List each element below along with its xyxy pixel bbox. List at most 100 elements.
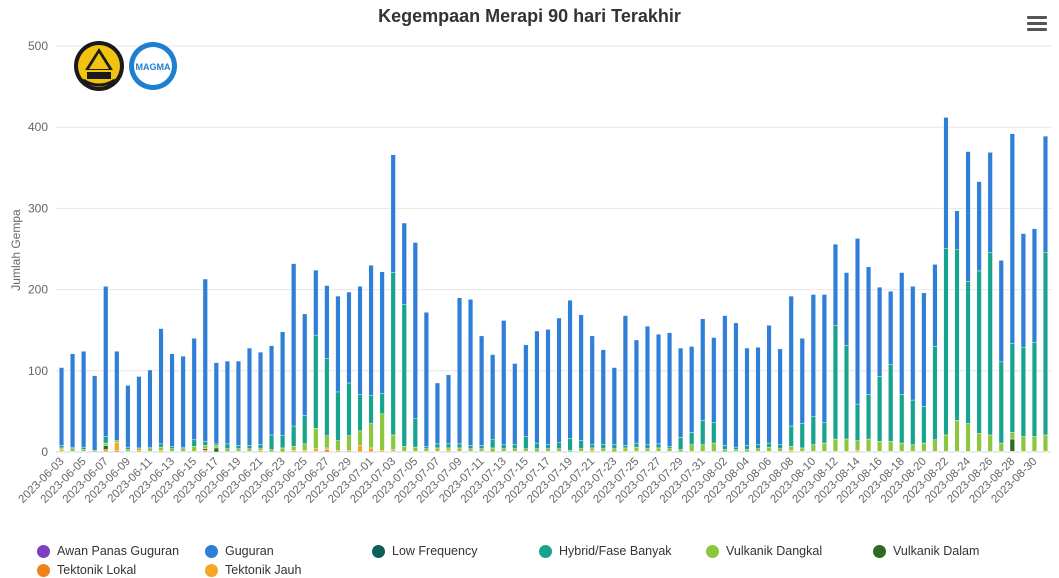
bar-segment — [545, 448, 551, 452]
bar-segment — [855, 440, 861, 451]
bar-segment — [357, 430, 363, 446]
bar-segment — [1020, 233, 1026, 348]
bar-segment — [578, 314, 584, 441]
bar-segment — [468, 448, 474, 452]
bar-segment — [998, 442, 1004, 452]
bar-segment — [534, 442, 540, 449]
bar-segment — [81, 449, 87, 452]
legend-item[interactable]: Tektonik Jauh — [205, 563, 301, 577]
bar-segment — [70, 353, 76, 448]
bar-segment — [59, 445, 65, 449]
legend-marker — [205, 563, 218, 577]
bar-segment — [788, 295, 794, 427]
bar-segment — [1020, 436, 1026, 452]
bar-segment — [667, 446, 673, 449]
bar-segment — [843, 345, 849, 440]
bar-segment — [589, 447, 595, 451]
bar-segment — [390, 449, 396, 452]
bar-segment — [335, 440, 341, 451]
bar-segment — [656, 447, 662, 452]
bar-segment — [125, 446, 131, 450]
legend-item[interactable]: Hybrid/Fase Banyak — [539, 544, 672, 558]
bar-segment — [722, 315, 728, 446]
legend-label: Vulkanik Dalam — [893, 544, 980, 558]
bar-segment — [711, 422, 717, 444]
bar-segment — [1031, 228, 1037, 343]
bar-segment — [910, 399, 916, 445]
bar-segment — [335, 450, 341, 453]
bar-segment — [1020, 347, 1026, 437]
bar-segment — [921, 406, 927, 444]
bar-segment — [810, 416, 816, 445]
bar-segment — [523, 436, 529, 449]
bar-segment — [534, 448, 540, 453]
bar-segment — [799, 338, 805, 424]
bar-segment — [59, 367, 65, 446]
legend-item[interactable]: Vulkanik Dangkal — [706, 544, 822, 558]
bar-segment — [755, 448, 761, 452]
bar-segment — [777, 348, 783, 445]
bar-segment — [799, 423, 805, 449]
bar-segment — [136, 450, 142, 453]
bar-segment — [103, 286, 109, 437]
legend-item[interactable]: Low Frequency — [372, 544, 477, 558]
chart-title: Kegempaan Merapi 90 hari Terakhir — [378, 6, 681, 26]
bar-segment — [423, 448, 429, 452]
legend-marker — [205, 544, 218, 558]
legend-label: Hybrid/Fase Banyak — [559, 544, 672, 558]
y-tick-label: 100 — [28, 364, 48, 378]
bar-segment — [213, 445, 219, 449]
bar-segment — [556, 317, 562, 443]
bar-segment — [224, 443, 230, 449]
bar-segment — [943, 247, 949, 436]
bar-segment — [611, 448, 617, 453]
bar-segment — [114, 351, 120, 441]
bar-segment — [556, 448, 562, 452]
bar-segment — [302, 313, 308, 416]
bar-segment — [445, 374, 451, 445]
bar-segment — [280, 331, 286, 436]
bar-segment — [423, 446, 429, 449]
chart-legend: Awan Panas Guguran Guguran Low Frequency Hy… — [0, 540, 1059, 578]
bar-segment — [291, 446, 297, 451]
bar-segment — [490, 354, 496, 441]
bar-segment — [379, 393, 385, 415]
bar-segment — [346, 382, 352, 436]
legend-item[interactable]: Vulkanik Dalam — [873, 544, 979, 558]
menu-icon[interactable] — [1026, 14, 1048, 34]
legend-item[interactable]: Awan Panas Guguran — [37, 544, 179, 558]
bar-segment — [667, 332, 673, 447]
legend-marker — [706, 544, 719, 558]
bar-segment — [434, 443, 440, 449]
bar-segment — [600, 349, 606, 445]
legend-marker — [372, 544, 385, 558]
bar-series[interactable] — [59, 117, 1048, 453]
bar-segment — [1042, 252, 1048, 436]
legend-item[interactable]: Guguran — [205, 544, 274, 558]
bar-segment — [855, 238, 861, 405]
bar-segment — [390, 434, 396, 450]
bar-segment — [158, 450, 164, 453]
bar-segment — [877, 376, 883, 442]
bar-segment — [976, 181, 982, 272]
bar-segment — [667, 448, 673, 452]
bar-segment — [700, 318, 706, 421]
bar-segment — [832, 438, 838, 452]
bar-segment — [644, 444, 650, 449]
bar-segment — [368, 394, 374, 424]
bar-segment — [512, 444, 518, 449]
bar-segment — [401, 222, 407, 305]
bar-segment — [302, 415, 308, 445]
legend-item[interactable]: Tektonik Lokal — [37, 563, 136, 577]
bar-segment — [213, 443, 219, 446]
bar-segment — [445, 447, 451, 451]
bar-segment — [987, 152, 993, 253]
bar-segment — [877, 286, 883, 377]
bar-segment — [622, 315, 628, 446]
bar-segment — [733, 322, 739, 448]
bar-segment — [280, 435, 286, 449]
bar-segment — [136, 447, 142, 451]
bar-segment — [224, 360, 230, 445]
legend-label: Guguran — [225, 544, 274, 558]
bar-segment — [501, 444, 507, 449]
